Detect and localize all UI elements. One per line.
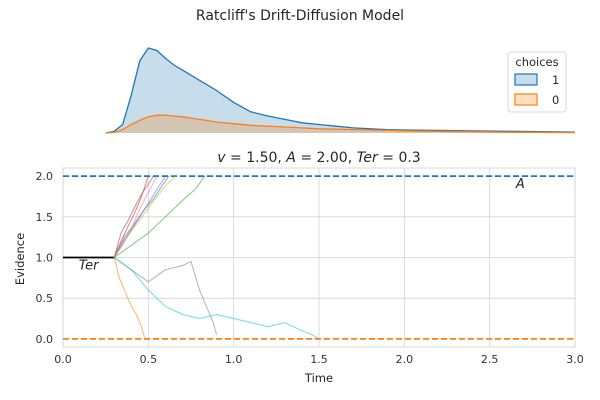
kde-panel: choices 1 0 [105, 47, 576, 134]
kde-area-1 [105, 48, 575, 133]
y-tick-label: 1.0 [36, 252, 54, 265]
grid [62, 167, 576, 348]
y-tick-label: 1.5 [36, 211, 54, 224]
trajectory [113, 257, 218, 335]
trajectory [113, 175, 176, 258]
figure-title: Ratcliff's Drift-Diffusion Model [196, 8, 404, 24]
kde-area-0 [105, 115, 575, 133]
trajectory [113, 175, 166, 258]
legend-swatch-1 [514, 73, 538, 86]
legend-title: choices [515, 55, 558, 69]
non-decision-label: Ter [79, 259, 100, 274]
x-tick-label: 2.0 [396, 353, 414, 366]
y-ticks: 0.0 0.5 1.0 1.5 2.0 [36, 170, 54, 346]
x-tick-label: 1.5 [310, 353, 328, 366]
x-tick-label: 3.0 [566, 353, 584, 366]
trajectory [113, 175, 158, 258]
legend: choices 1 0 [507, 51, 567, 113]
x-axis-label: Time [304, 371, 333, 385]
kde-line-0 [105, 114, 576, 134]
legend-label-0: 0 [552, 93, 559, 107]
y-axis-label: Evidence [13, 233, 27, 285]
x-tick-label: 0.5 [140, 353, 158, 366]
y-tick-label: 0.5 [36, 292, 54, 305]
x-tick-label: 2.5 [481, 353, 499, 366]
y-tick-label: 2.0 [36, 170, 54, 183]
panel-title: v = 1.50, A = 2.00, Ter = 0.3 [217, 150, 420, 166]
y-tick-label: 0.0 [36, 333, 54, 346]
trajectory-panel: v = 1.50, A = 2.00, Ter = 0.3 0.0 0.5 1.0 1… [13, 150, 584, 385]
trajectory [113, 175, 154, 258]
legend-swatch-0 [514, 93, 538, 106]
trajectory [113, 175, 206, 258]
threshold-label: A [515, 177, 525, 192]
legend-label-1: 1 [552, 73, 559, 87]
kde-areas [105, 47, 576, 134]
kde-line-1 [105, 47, 576, 134]
x-tick-label: 1.0 [225, 353, 243, 366]
trajectory [113, 257, 320, 340]
x-ticks: 0.0 0.5 1.0 1.5 2.0 2.5 3.0 [54, 353, 584, 366]
x-tick-label: 0.0 [54, 353, 72, 366]
trajectory [113, 257, 146, 340]
trajectories [113, 175, 320, 340]
